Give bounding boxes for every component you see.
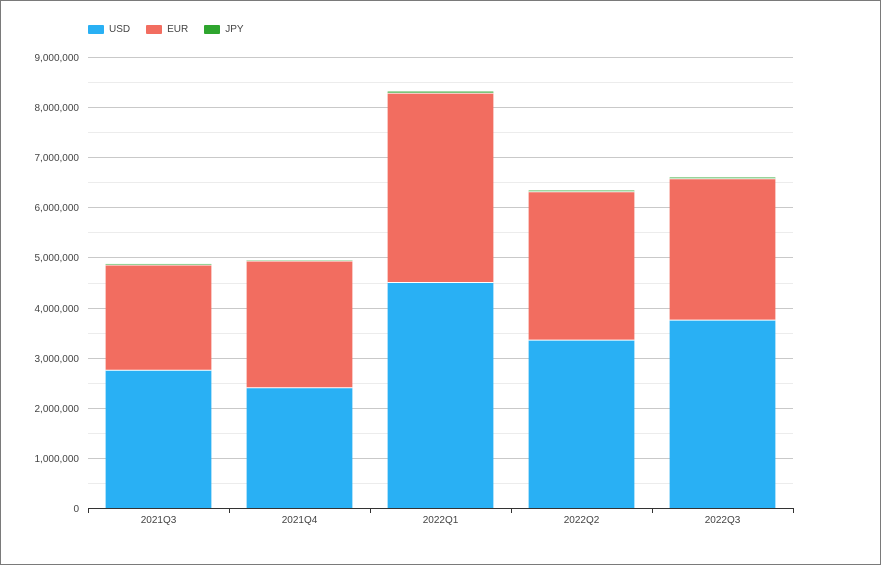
x-tick-label: 2022Q2 [564,515,600,526]
bar-eur-2022q3 [669,178,776,321]
x-tick-label: 2022Q3 [705,515,741,526]
bar-eur-2022q1 [387,93,494,283]
bar-jpy-2022q2 [528,190,635,192]
y-axis: 0 1,000,000 2,000,000 3,000,000 4,000,000 5,0… [35,53,80,515]
x-tick-label: 2022Q1 [423,515,459,526]
y-tick-label: 6,000,000 [35,203,80,214]
legend-item-usd[interactable]: USD [88,24,130,35]
bars [105,91,776,508]
bar-eur-2021q3 [105,264,212,371]
chart-legend: USD EUR JPY [88,24,244,35]
bar-eur-2021q4 [246,260,353,388]
y-tick-label: 0 [73,504,79,515]
x-axis: 2021Q3 2021Q4 2022Q1 2022Q2 2022Q3 [88,508,794,526]
y-tick-label: 2,000,000 [35,404,80,415]
bar-jpy-2022q1 [387,91,494,94]
y-tick-label: 1,000,000 [35,454,80,465]
legend-swatch-jpy [204,25,221,34]
bar-jpy-2022q3 [669,177,776,179]
y-tick-label: 9,000,000 [35,53,80,64]
y-tick-label: 5,000,000 [35,253,80,264]
bar-eur-2022q2 [528,191,635,341]
y-tick-label: 8,000,000 [35,103,80,114]
x-tick-label: 2021Q4 [282,515,318,526]
legend-swatch-usd [88,25,104,34]
legend-label-eur: EUR [167,24,189,35]
legend-item-jpy[interactable]: JPY [204,24,244,35]
y-tick-label: 3,000,000 [35,354,80,365]
bar-usd-2022q1 [387,282,494,508]
bar-jpy-2021q3 [105,263,212,265]
legend-swatch-eur [146,25,163,34]
legend-item-eur[interactable]: EUR [146,24,188,35]
bar-usd-2022q3 [669,320,776,508]
y-tick-label: 7,000,000 [35,153,80,164]
x-tick-label: 2021Q3 [141,515,177,526]
bar-usd-2021q4 [246,387,353,508]
legend-label-usd: USD [109,24,131,35]
bar-usd-2022q2 [528,340,635,508]
legend-label-jpy: JPY [225,24,244,35]
y-tick-label: 4,000,000 [35,304,80,315]
bar-usd-2021q3 [105,370,212,508]
